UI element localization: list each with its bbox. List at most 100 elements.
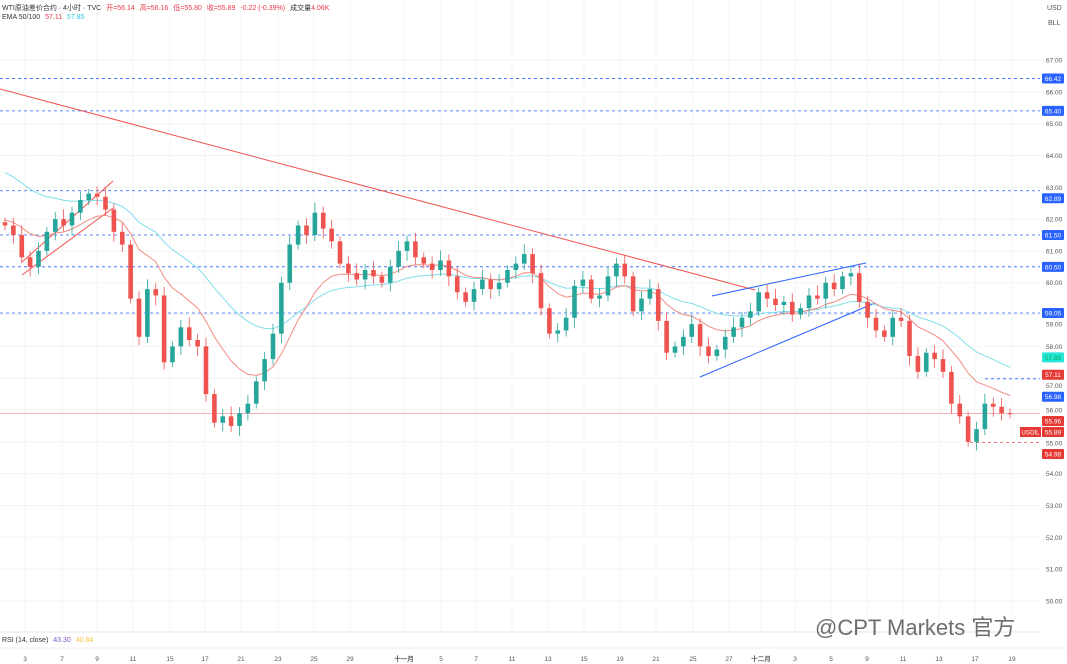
candle-body	[521, 254, 527, 264]
candle-body	[630, 276, 636, 312]
rsi-label[interactable]: RSI (14, close)	[2, 637, 49, 644]
candle-body	[689, 324, 695, 337]
y-tick-label: 58.00	[1046, 344, 1063, 351]
level-price-tag: 56.98	[1045, 394, 1062, 401]
currency-label[interactable]: USD	[1047, 5, 1062, 12]
candle-body	[622, 263, 628, 277]
candle-body	[856, 273, 862, 302]
x-tick-label: 13	[935, 656, 943, 663]
candle-body	[387, 266, 393, 283]
x-tick-label: 7	[60, 656, 64, 663]
candle-body	[279, 282, 284, 334]
candle-body	[940, 359, 946, 372]
candle-body	[312, 212, 318, 236]
y-tick-label: 56.00	[1046, 408, 1063, 415]
candle-body	[605, 276, 611, 296]
candle-body	[346, 263, 351, 274]
candle-body	[748, 311, 753, 318]
change-value: -0.22 (-0.39%)	[240, 5, 286, 12]
candle-body	[429, 263, 435, 271]
red-descending-trendline[interactable]	[0, 88, 756, 291]
level-price-tag-bg	[1042, 449, 1064, 460]
low-value: 低=55.80	[173, 5, 202, 12]
level-price-tag: 65.40	[1045, 108, 1062, 115]
channel-lower-line[interactable]	[21, 207, 114, 276]
candle-body	[354, 273, 360, 280]
candle-body	[371, 270, 376, 277]
level-price-tag: 62.89	[1045, 196, 1062, 203]
time-axis[interactable]: 3 7 9 11 15 17 21 23 25 29 十一月 5 7 11 13 15 19 21 25 27 十二月 3…	[23, 654, 1016, 663]
candle-body	[295, 225, 301, 245]
y-tick-label: 62.00	[1046, 217, 1063, 224]
candle-body	[287, 244, 293, 283]
legend-header: WTI原油差价合约 · 4小时 · TVC 开=56.14 高=56.16 低=…	[2, 3, 332, 13]
candle-body	[454, 276, 460, 293]
candle-body	[61, 219, 66, 226]
price-axis[interactable]: 67.00 66.42 66.00 65.40 65.00 64.00 63.00 62.89…	[1020, 58, 1064, 606]
candle-body	[253, 381, 259, 404]
ema-legend: EMA 50/100 57.11 57.85	[2, 14, 88, 21]
candle-body	[2, 222, 8, 226]
ema-label[interactable]: EMA 50/100	[2, 14, 41, 21]
candle-body	[496, 282, 502, 290]
y-tick-label: 61.00	[1046, 248, 1063, 255]
level-price-tag-bg	[1042, 261, 1064, 272]
candle-body	[538, 273, 544, 309]
close-value: 收=55.89	[206, 5, 236, 12]
symbol-title[interactable]: WTI原油差价合约 · 4小时 · TVC	[2, 5, 102, 12]
candle-body	[882, 330, 887, 337]
candle-body	[413, 241, 418, 258]
level-price-tag-bg	[1042, 230, 1064, 241]
indicator-price-tag: 57.85	[1045, 355, 1062, 362]
candle-body	[337, 241, 343, 264]
candle-body	[304, 225, 309, 236]
trendlines[interactable]	[0, 88, 876, 378]
x-tick-label: 9	[95, 656, 99, 663]
candle-body	[915, 355, 921, 372]
wedge-lower-line[interactable]	[699, 302, 876, 378]
candle-body	[974, 429, 979, 442]
x-tick-label: 23	[274, 656, 282, 663]
candle-body	[103, 196, 108, 210]
unit-label[interactable]: BLL	[1048, 20, 1061, 27]
candle-body	[228, 416, 234, 426]
candle-body	[27, 257, 33, 267]
channel-upper-line[interactable]	[21, 180, 114, 263]
indicator-price-tag: 55.96	[1045, 419, 1062, 426]
x-tick-label: 17	[971, 656, 979, 663]
y-tick-label: 55.00	[1046, 441, 1063, 448]
candle-body	[789, 301, 795, 315]
candle-body	[505, 270, 510, 283]
candle-body	[186, 327, 192, 341]
x-tick-label: 25	[310, 656, 318, 663]
candle-body	[722, 336, 728, 350]
x-tick-label: 25	[689, 656, 697, 663]
y-tick-label: 57.00	[1046, 383, 1063, 390]
y-tick-label: 50.00	[1046, 598, 1063, 605]
candle-body	[547, 308, 552, 334]
x-tick-label: 7	[474, 656, 478, 663]
level-price-tag-bg	[1042, 73, 1064, 84]
candle-body	[471, 289, 477, 302]
x-tick-label: 十一月	[394, 654, 414, 663]
candle-body	[764, 292, 770, 299]
candle-body	[840, 276, 845, 290]
candle-body	[404, 241, 410, 251]
candle-body	[965, 416, 971, 442]
y-tick-label: 65.00	[1046, 121, 1063, 128]
candle-body	[438, 260, 443, 271]
y-tick-label: 63.00	[1046, 185, 1063, 192]
level-price-tag: 54.98	[1045, 452, 1062, 459]
y-tick-label: 67.00	[1046, 58, 1063, 65]
x-tick-label: 29	[346, 656, 354, 663]
candle-body	[212, 394, 217, 423]
candle-body	[513, 263, 519, 271]
y-tick-label: 64.00	[1046, 153, 1063, 160]
wedge-upper-line[interactable]	[711, 262, 867, 297]
x-tick-label: 27	[725, 656, 733, 663]
indicator-price-tag-bg	[1042, 369, 1064, 380]
candle-body	[949, 371, 954, 404]
level-price-tag-bg	[1042, 307, 1064, 318]
candle-body	[714, 349, 720, 356]
